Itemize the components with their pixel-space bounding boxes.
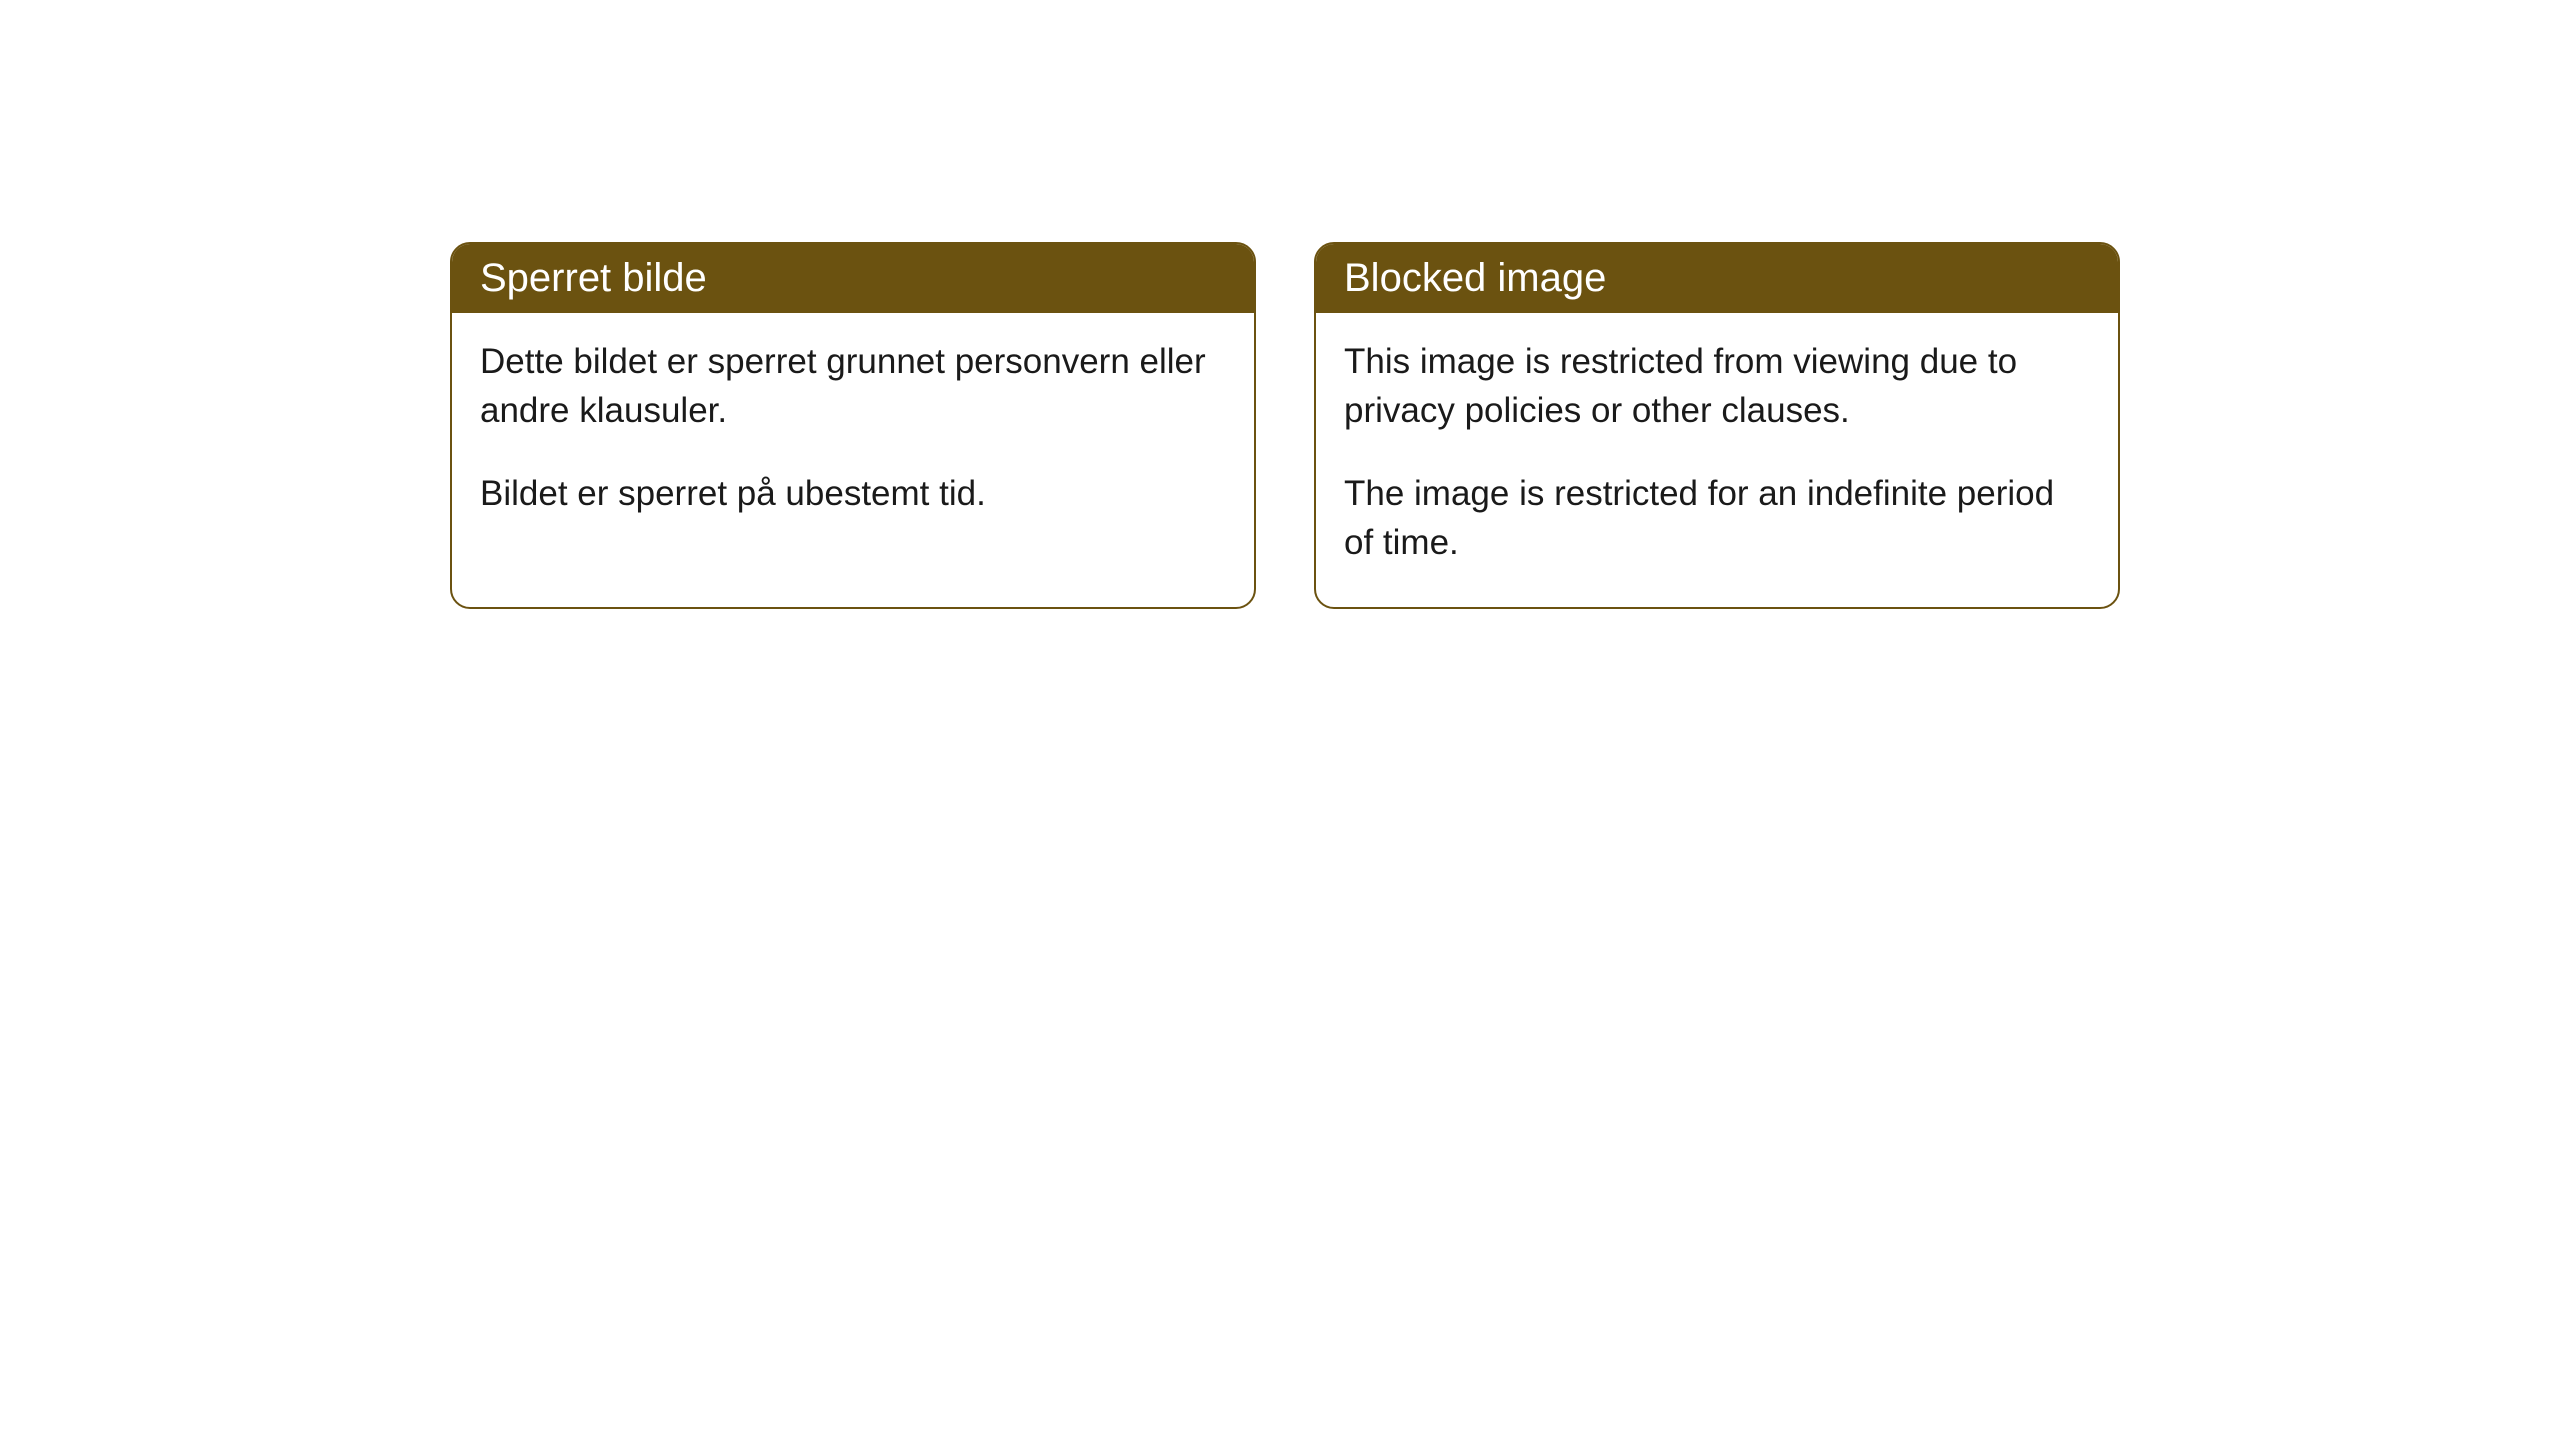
card-body: Dette bildet er sperret grunnet personve…	[452, 313, 1254, 558]
card-container: Sperret bilde Dette bildet er sperret gr…	[0, 0, 2560, 609]
blocked-image-card-english: Blocked image This image is restricted f…	[1314, 242, 2120, 609]
card-body: This image is restricted from viewing du…	[1316, 313, 2118, 607]
card-paragraph-2: Bildet er sperret på ubestemt tid.	[480, 469, 1226, 518]
card-title: Blocked image	[1344, 256, 1606, 300]
card-header: Blocked image	[1316, 244, 2118, 313]
card-paragraph-1: This image is restricted from viewing du…	[1344, 337, 2090, 435]
card-title: Sperret bilde	[480, 256, 707, 300]
card-header: Sperret bilde	[452, 244, 1254, 313]
card-paragraph-1: Dette bildet er sperret grunnet personve…	[480, 337, 1226, 435]
card-paragraph-2: The image is restricted for an indefinit…	[1344, 469, 2090, 567]
blocked-image-card-norwegian: Sperret bilde Dette bildet er sperret gr…	[450, 242, 1256, 609]
